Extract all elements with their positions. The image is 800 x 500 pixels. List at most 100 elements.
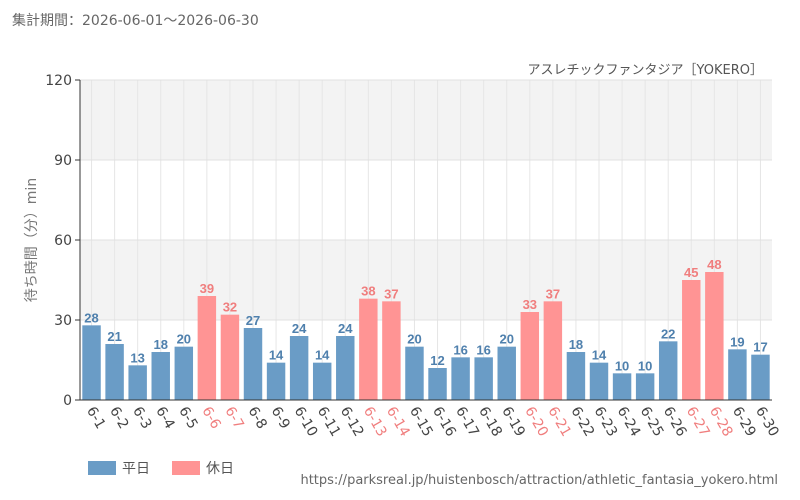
bar xyxy=(497,346,516,400)
x-tick-label: 6-27 xyxy=(683,404,713,440)
bar xyxy=(128,365,147,400)
bar xyxy=(520,312,540,400)
legend-swatch-holiday xyxy=(172,461,200,475)
bar xyxy=(382,301,401,400)
legend-item-weekday: 平日 xyxy=(88,458,150,478)
bar-value-label: 18 xyxy=(153,337,167,352)
x-tick-label: 6-12 xyxy=(337,404,367,440)
bar-value-label: 20 xyxy=(407,332,421,347)
bar-value-label: 19 xyxy=(730,334,744,349)
bar-value-label: 16 xyxy=(476,342,490,357)
x-tick-label: 6-18 xyxy=(475,404,505,440)
legend-item-holiday: 休日 xyxy=(172,458,234,478)
bar xyxy=(405,346,424,400)
x-tick-label: 6-9 xyxy=(268,404,293,432)
x-tick-label: 6-23 xyxy=(591,404,621,440)
x-tick-label: 6-15 xyxy=(406,404,436,440)
bar-value-label: 24 xyxy=(292,321,307,336)
bar-value-label: 33 xyxy=(523,297,537,312)
bar-value-label: 14 xyxy=(315,348,330,363)
bar xyxy=(474,357,493,400)
legend-label-weekday: 平日 xyxy=(122,461,150,477)
bar-value-label: 48 xyxy=(707,257,721,272)
x-tick-label: 6-17 xyxy=(452,404,482,440)
bar xyxy=(312,362,332,400)
x-tick-label: 6-16 xyxy=(429,404,459,440)
bar-value-label: 17 xyxy=(753,340,767,355)
bar-value-label: 12 xyxy=(430,353,444,368)
bar-value-label: 24 xyxy=(338,321,353,336)
legend: 平日 休日 xyxy=(88,458,234,478)
bar xyxy=(266,362,286,400)
x-tick-label: 6-21 xyxy=(544,404,574,440)
plot-bands xyxy=(80,80,772,400)
y-tick-label: 30 xyxy=(54,313,72,329)
attraction-name: アスレチックファンタジア［YOKERO］ xyxy=(527,63,763,78)
plot-band xyxy=(80,320,772,400)
x-tick-label: 6-19 xyxy=(498,404,528,440)
bar-value-label: 37 xyxy=(384,286,398,301)
bar-value-label: 16 xyxy=(453,342,467,357)
x-tick-label: 6-26 xyxy=(660,404,690,440)
bar-value-label: 20 xyxy=(177,332,191,347)
bar xyxy=(451,357,470,400)
legend-swatch-weekday xyxy=(88,461,116,475)
bar xyxy=(751,354,770,400)
source-url: https://parksreal.jp/huistenbosch/attrac… xyxy=(300,473,778,488)
bar-value-label: 14 xyxy=(592,348,607,363)
x-tick-label: 6-2 xyxy=(106,404,131,432)
y-tick-label: 0 xyxy=(63,393,72,409)
x-tick-label: 6-30 xyxy=(752,404,782,440)
bar-value-label: 22 xyxy=(661,326,675,341)
x-tick-label: 6-11 xyxy=(314,404,344,440)
x-tick-label: 6-5 xyxy=(175,404,200,432)
bar-value-label: 32 xyxy=(223,300,237,315)
x-tick-label: 6-22 xyxy=(567,404,597,440)
x-tick-label: 6-24 xyxy=(614,404,644,440)
x-tick-label: 6-8 xyxy=(245,404,270,432)
bar xyxy=(336,336,355,400)
bar-value-label: 21 xyxy=(107,329,121,344)
bar xyxy=(359,298,378,400)
y-axis-label: 待ち時間（分）min xyxy=(24,178,40,302)
bar xyxy=(682,280,701,400)
bars: 28 21 13 18 20 39 32 27 14 24 14 24 38 37 20 12 16 16 20 33… xyxy=(82,257,770,400)
y-tick-label: 60 xyxy=(54,233,72,249)
bar xyxy=(728,349,747,400)
bar-value-label: 20 xyxy=(499,332,513,347)
x-tick-label: 6-13 xyxy=(360,404,390,440)
axes: 03060901206-16-26-36-46-56-66-76-86-96-1… xyxy=(45,73,781,440)
bar-value-label: 37 xyxy=(546,286,560,301)
x-tick-label: 6-14 xyxy=(383,404,413,440)
plot-band xyxy=(80,240,772,320)
bar-value-label: 39 xyxy=(200,281,214,296)
bar-value-label: 28 xyxy=(84,310,98,325)
bar xyxy=(151,352,170,400)
x-tick-label: 6-6 xyxy=(198,404,223,432)
x-tick-label: 6-28 xyxy=(706,404,736,440)
x-tick-label: 6-4 xyxy=(152,404,177,432)
bar xyxy=(428,368,447,400)
plot-band xyxy=(80,80,772,160)
bar-value-label: 10 xyxy=(615,358,629,373)
bar-value-label: 38 xyxy=(361,284,375,299)
bar xyxy=(543,301,563,400)
period-label: 集計期間：2026-06-01～2026-06-30 xyxy=(12,13,259,29)
bar xyxy=(243,328,263,400)
bar-value-label: 27 xyxy=(246,313,260,328)
bar xyxy=(289,336,309,400)
bar-value-label: 10 xyxy=(638,358,652,373)
bar xyxy=(635,373,655,400)
bar-value-label: 45 xyxy=(684,265,698,280)
bar xyxy=(705,272,724,400)
bar xyxy=(589,362,609,400)
bar-value-label: 13 xyxy=(130,350,144,365)
x-tick-label: 6-29 xyxy=(729,404,759,440)
x-tick-label: 6-20 xyxy=(521,404,551,440)
y-tick-label: 120 xyxy=(45,73,72,89)
bar-value-label: 18 xyxy=(569,337,583,352)
plot-band xyxy=(80,160,772,240)
grid-lines xyxy=(80,79,772,401)
bar xyxy=(220,314,240,400)
